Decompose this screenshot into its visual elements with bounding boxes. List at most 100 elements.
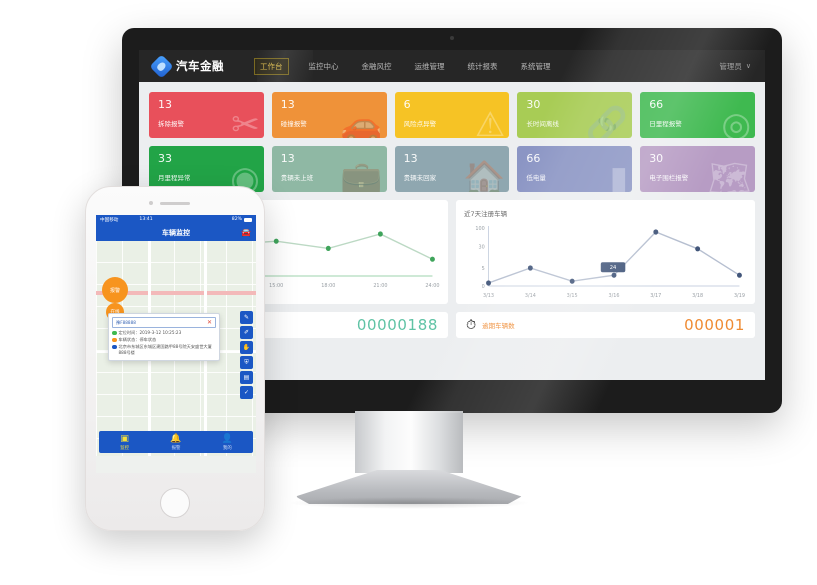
app-header: 车辆监控 🚘: [96, 224, 256, 241]
tab-profile[interactable]: 👤 我的: [202, 434, 253, 451]
hand-icon[interactable]: ✋: [240, 341, 253, 354]
clock-icon: [112, 330, 117, 335]
kpi-card[interactable]: 6 风险点异警 ⚠: [394, 92, 510, 138]
status-bar: 中国移动 13:41 82%: [96, 215, 256, 224]
popup-text: 定位时间：2019-3-12 10:25:23: [118, 330, 182, 335]
line-chart-right: 100 30 5 0 3/13 3/14 3/15 3/16 3/17 3/18 3/19 24: [475, 226, 745, 299]
nav-item-ops-management[interactable]: 运维管理: [414, 61, 445, 71]
risk-point-icon: ⚠: [474, 105, 506, 138]
status-right: 82%: [232, 217, 252, 222]
kpi-card[interactable]: 13 碰撞报警 🚗: [271, 92, 387, 138]
popup-row: 北京市东城区东城区建国路甲88号院天安盛世大厦888号楼: [112, 344, 216, 355]
check-icon[interactable]: ✓: [240, 386, 253, 399]
nav-item-workbench[interactable]: 工作台: [254, 57, 289, 75]
kpi-card[interactable]: 30 电子围栏报警 🗺: [640, 146, 755, 192]
speed-icon: [112, 337, 117, 343]
map-view[interactable]: 报警 在线 豫F88888 ✕ 定位时间：2019-3-12 10:25:23 …: [96, 241, 256, 456]
svg-text:5: 5: [482, 266, 485, 272]
svg-text:3/16: 3/16: [608, 293, 619, 299]
geofence-map-icon: 🗺: [707, 159, 751, 192]
bell-icon: 🔔: [170, 433, 182, 444]
kpi-card[interactable]: 13 拆除报警 ✂: [149, 92, 264, 138]
pen-icon[interactable]: ✐: [240, 326, 253, 339]
svg-text:3/18: 3/18: [692, 293, 703, 299]
popup-header: 豫F88888 ✕: [112, 317, 216, 328]
carrier-label: 中国移动: [100, 217, 119, 223]
diamond-logo-icon: [149, 53, 174, 79]
user-menu[interactable]: 管理员 ∨: [719, 61, 751, 72]
counter-row: 00000188 ⏱ 逾期车辆数 000001: [149, 312, 755, 338]
tab-label: 我的: [222, 445, 232, 451]
svg-text:30: 30: [479, 244, 485, 250]
car-icon[interactable]: 🚘: [241, 228, 251, 237]
road-main: [96, 291, 256, 295]
brand-name: 汽车金融: [176, 59, 224, 73]
kpi-card[interactable]: 66 低电量 ▮: [517, 146, 633, 192]
kpi-card[interactable]: 13 贵辆未回家 🏠: [394, 146, 510, 192]
chart-title: 近7天注册车辆: [464, 210, 508, 218]
vehicle-detail-popup: 豫F88888 ✕ 定位时间：2019-3-12 10:25:23 车辆状态：停…: [108, 313, 220, 362]
kpi-value: 13: [280, 152, 295, 165]
top-navbar: 汽车金融 工作台 监控中心 金融风控 运维管理 统计报表 系统管理 管理员 ∨: [139, 50, 765, 82]
brand: 汽车金融: [149, 53, 224, 79]
svg-text:3/13: 3/13: [483, 293, 494, 299]
webcam-icon: [450, 36, 454, 40]
svg-text:21:00: 21:00: [373, 283, 387, 289]
kpi-card[interactable]: 33 月里程异常 ◉: [149, 146, 264, 192]
tab-label: 监控: [120, 445, 130, 451]
svg-text:18:00: 18:00: [321, 283, 335, 289]
kpi-label: 低电量: [526, 174, 546, 182]
monitor-neck: [354, 411, 463, 473]
svg-text:3/19: 3/19: [734, 293, 745, 299]
kpi-card[interactable]: 30 长时间离线 🔗: [517, 92, 633, 138]
close-icon[interactable]: ✕: [206, 318, 212, 326]
kpi-label: 电子围栏报警: [649, 174, 689, 182]
kpi-value: 13: [403, 152, 418, 165]
battery-icon: [244, 217, 252, 222]
speaker-grill: [160, 202, 190, 205]
tab-monitor[interactable]: ▣ 监控: [99, 434, 150, 451]
monitor-icon: ▣: [120, 433, 129, 444]
stopwatch-icon: ⏱: [466, 317, 477, 333]
person-icon: 👤: [221, 433, 233, 444]
map-toolbar: ✎ ✐ ✋ ⛨ ▤ ✓: [240, 311, 253, 399]
tab-alarm[interactable]: 🔔 报警: [150, 434, 201, 451]
nav-item-financial-risk[interactable]: 金融风控: [361, 61, 392, 71]
mobile-phone: 中国移动 13:41 82% 车辆监控 🚘 报警 在线: [85, 186, 265, 531]
home-button[interactable]: [160, 488, 190, 518]
svg-text:24:00: 24:00: [425, 283, 439, 289]
status-time: 13:41: [139, 217, 153, 222]
shield-icon[interactable]: ⛨: [240, 356, 253, 369]
kpi-label: 贵辆未上班: [280, 174, 314, 182]
nav-item-monitor-center[interactable]: 监控中心: [308, 61, 339, 71]
kpi-label: 碰撞报警: [280, 120, 307, 128]
edit-icon[interactable]: ✎: [240, 311, 253, 324]
bottom-tabbar: ▣ 监控 🔔 报警 👤 我的: [99, 431, 253, 453]
phone-screen: 中国移动 13:41 82% 车辆监控 🚘 报警 在线: [96, 215, 256, 473]
kpi-value: 33: [158, 152, 172, 165]
kpi-value: 13: [158, 98, 172, 111]
app-title: 车辆监控: [162, 228, 190, 237]
house-icon: 🏠: [463, 159, 506, 192]
mileage-gauge-icon: ◎: [721, 105, 751, 138]
chart-card-registered-vehicles: 近7天注册车辆 100 30 5 0 3/13 3/14 3/15 3/16 3/17 3/18 3…: [456, 200, 755, 304]
nav-item-system-management[interactable]: 系统管理: [520, 61, 551, 71]
svg-text:15:00: 15:00: [269, 283, 283, 289]
kpi-card[interactable]: 13 贵辆未上班 💼: [271, 146, 387, 192]
briefcase-icon: 💼: [340, 159, 383, 192]
kpi-value: 30: [526, 98, 541, 111]
kpi-label: 长时间离线: [526, 120, 559, 128]
layers-icon[interactable]: ▤: [240, 371, 253, 384]
nav-item-reports[interactable]: 统计报表: [467, 61, 498, 71]
kpi-value: 6: [403, 98, 411, 111]
kpi-label: 日里程报警: [649, 120, 682, 128]
kpi-label: 风险点异警: [403, 120, 437, 128]
battery-percent: 82%: [231, 217, 242, 222]
kpi-card[interactable]: 66 日里程报警 ◎: [640, 92, 755, 138]
counter-value: 000001: [684, 316, 745, 334]
tools-icon: ✂: [231, 105, 260, 138]
map-marker-cluster-1[interactable]: 报警: [102, 277, 128, 303]
counter-label: 逾期车辆数: [482, 322, 515, 330]
svg-text:3/15: 3/15: [567, 293, 578, 299]
